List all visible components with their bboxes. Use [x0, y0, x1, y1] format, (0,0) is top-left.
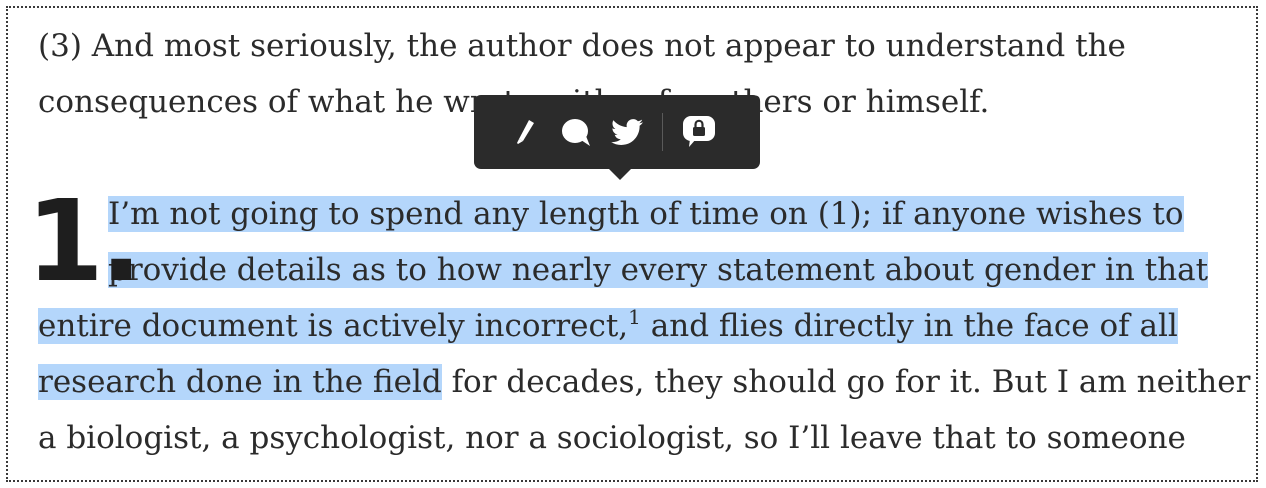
toolbar-divider — [662, 113, 663, 151]
selection-toolbar — [474, 95, 760, 180]
text-line-5: a biologist, a psychologist, nor a socio… — [38, 420, 1186, 456]
twitter-bird-icon — [611, 119, 643, 145]
highlight-button[interactable] — [498, 106, 550, 158]
selected-text-line-4[interactable]: research done in the field — [38, 364, 442, 400]
pencil-highlight-icon — [517, 120, 534, 144]
selected-text-line-1[interactable]: I’m not going to spend any length of tim… — [108, 196, 1184, 232]
main-paragraph[interactable]: 1. I’m not going to spend any length of … — [26, 186, 1256, 298]
comment-button[interactable] — [550, 106, 602, 158]
selected-text-line-3b[interactable]: and flies directly in the face of all — [640, 308, 1178, 344]
intro-line-1: (3) And most seriously, the author does … — [38, 28, 1126, 64]
private-note-lock-icon — [683, 116, 715, 147]
text-line-4-rest: for decades, they should go for it. But … — [441, 364, 1251, 400]
footnote-marker[interactable]: 1 — [628, 305, 641, 329]
comment-bubble-icon — [562, 119, 590, 146]
selected-text-line-2[interactable]: provide details as to how nearly every s… — [108, 252, 1209, 288]
drop-cap: 1. — [26, 177, 143, 307]
article-body: (3) And most seriously, the author does … — [26, 18, 1256, 466]
main-paragraph-continued: entire document is actively incorrect,1 … — [38, 298, 1256, 466]
article-viewport: (3) And most seriously, the author does … — [6, 6, 1258, 482]
selected-text-line-3a[interactable]: entire document is actively incorrect, — [38, 308, 629, 344]
tweet-button[interactable] — [602, 106, 654, 158]
private-note-button[interactable] — [673, 106, 725, 158]
